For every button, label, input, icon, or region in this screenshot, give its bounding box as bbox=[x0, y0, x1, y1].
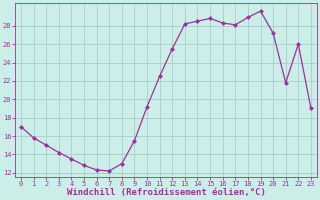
X-axis label: Windchill (Refroidissement éolien,°C): Windchill (Refroidissement éolien,°C) bbox=[67, 188, 265, 197]
